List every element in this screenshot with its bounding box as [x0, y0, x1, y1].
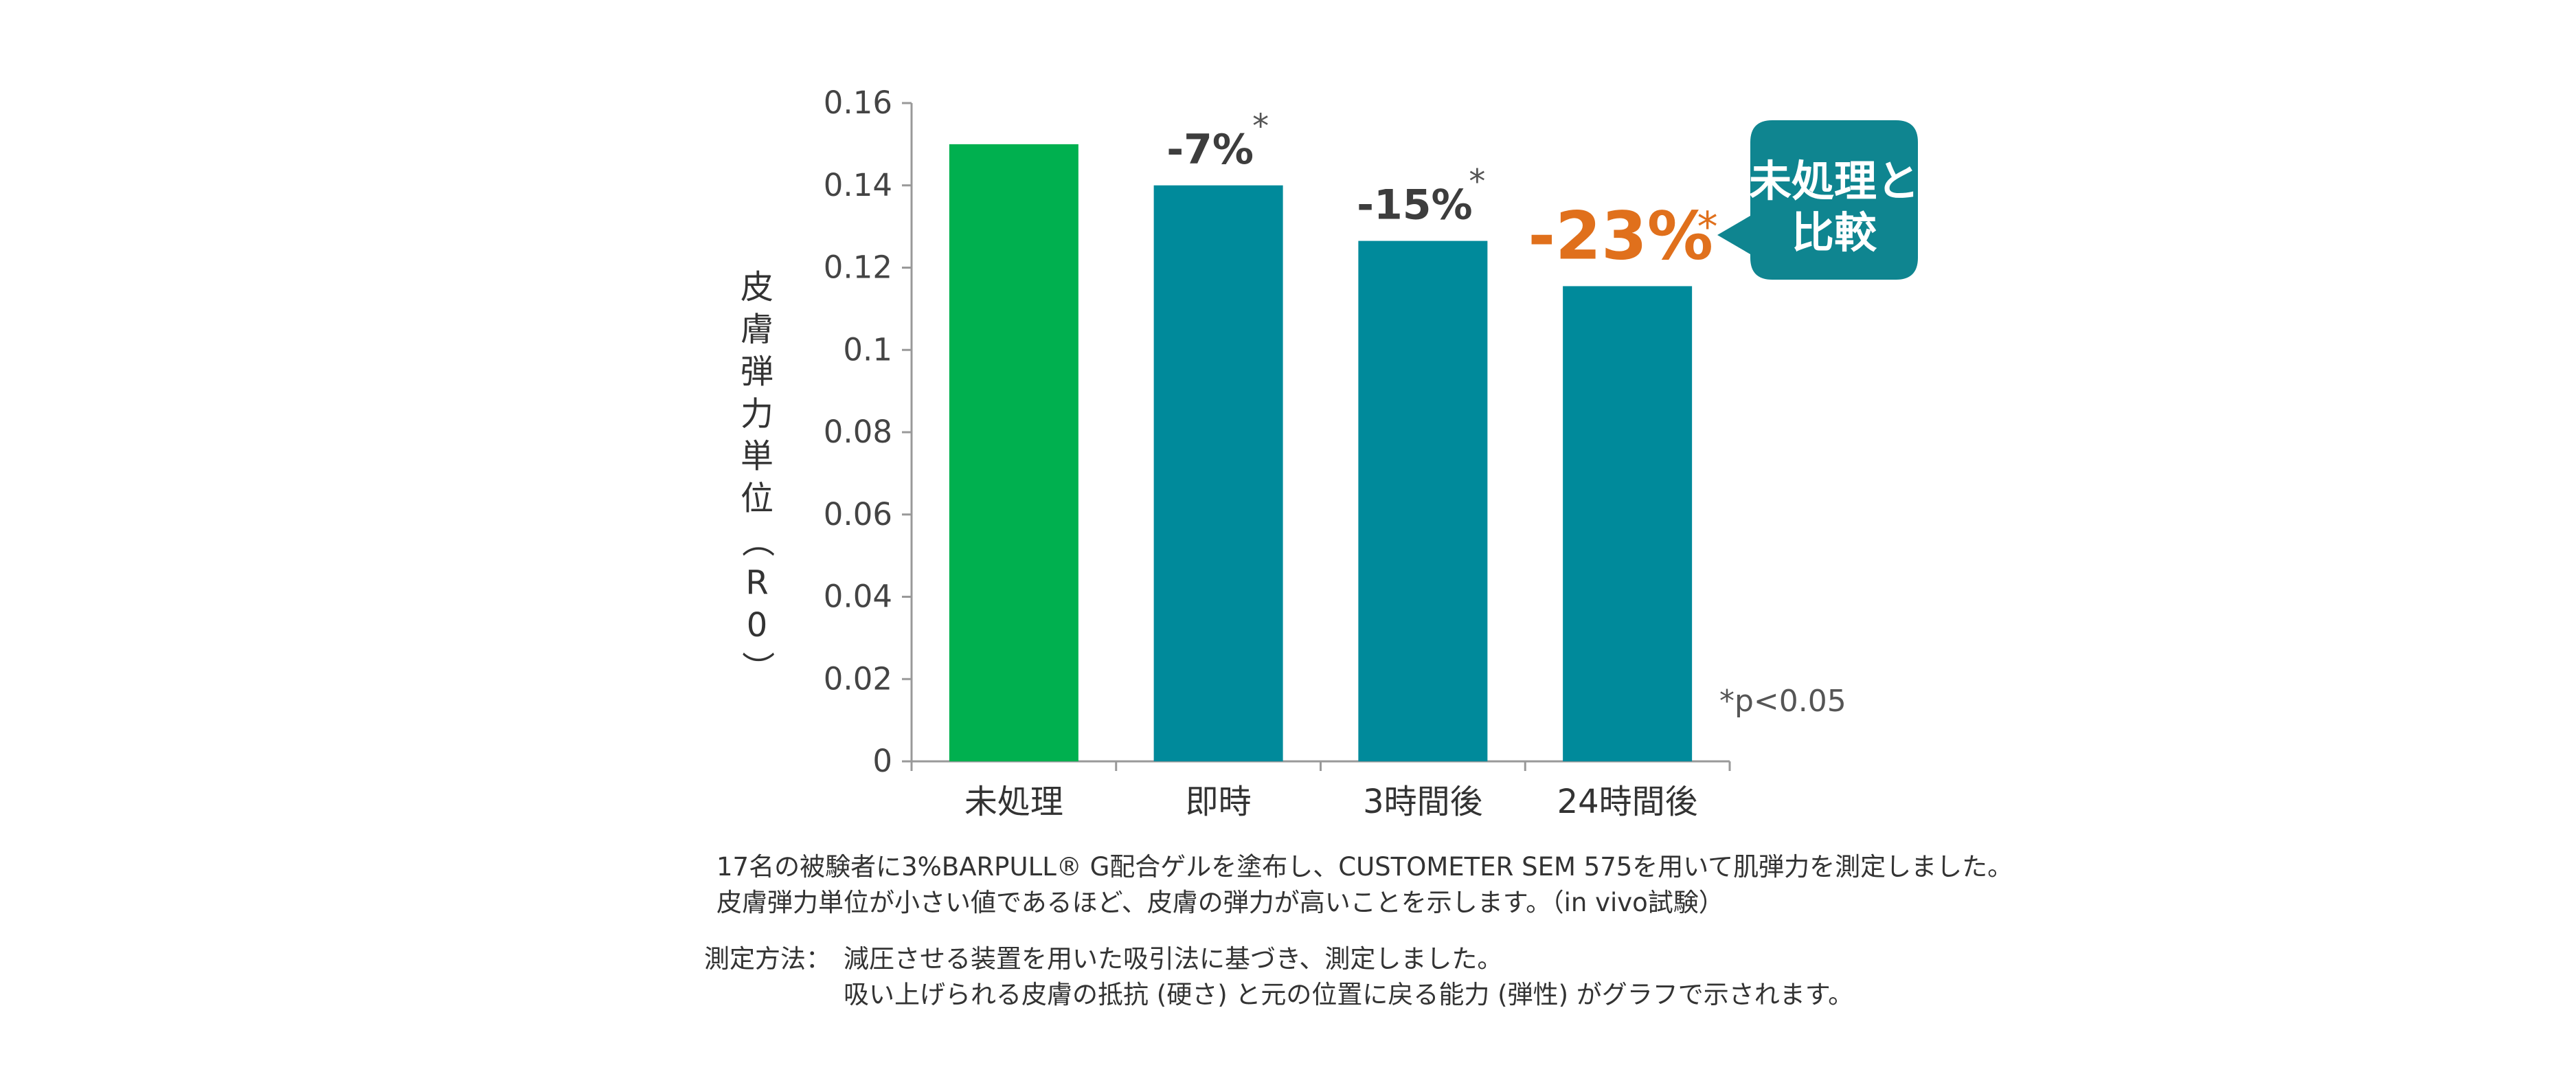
y-axis-label-char: （ — [738, 524, 776, 557]
y-axis-label-char: R — [745, 564, 768, 603]
x-category-label: 24時間後 — [1557, 783, 1698, 821]
callout-bubble — [1717, 120, 1918, 280]
y-tick-label: 0 — [872, 743, 892, 779]
bar — [1153, 185, 1283, 761]
y-tick-label: 0.02 — [824, 660, 892, 697]
y-axis-label-char: 皮 — [741, 268, 773, 306]
y-axis-label-char: 0 — [747, 606, 768, 645]
y-tick-label: 0.06 — [824, 496, 892, 533]
y-axis-label-char: 単 — [741, 437, 773, 476]
y-axis-label-char: 位 — [741, 480, 773, 518]
bar-percent-label: -23% — [1528, 197, 1713, 274]
y-tick-label: 0.1 — [843, 331, 892, 368]
bar-percent-label: -7% — [1166, 126, 1254, 174]
bar-percent-label: -15% — [1357, 181, 1473, 230]
callout-line-2: 比較 — [1792, 208, 1877, 258]
x-category-label: 即時 — [1186, 783, 1252, 821]
y-tick-label: 0.04 — [824, 579, 892, 615]
bar — [949, 144, 1078, 761]
x-category-label: 未処理 — [964, 783, 1063, 821]
y-tick-label: 0.08 — [824, 414, 892, 450]
callout-line-1: 未処理と — [1749, 156, 1919, 206]
significance-note: *p<0.05 — [1719, 684, 1846, 719]
y-axis-label-char: 弾 — [741, 353, 773, 391]
note-line-1: 17名の被験者に3%BARPULL® G配合ゲルを塗布し、CUSTOMETER … — [716, 852, 2013, 882]
bar-labels: -7%*-15%*-23%* — [1166, 107, 1717, 275]
note-line-2: 皮膚弾力単位が小さい値であるほど、皮膚の弾力が高いことを示します。（in viv… — [716, 888, 1724, 917]
bar — [1358, 240, 1488, 761]
bars — [949, 144, 1693, 762]
significance-asterisk: * — [1469, 163, 1485, 201]
x-axis-separators — [910, 761, 1731, 771]
x-axis-categories: 未処理 即時 3時間後 24時間後 — [964, 783, 1698, 821]
significance-asterisk: * — [1252, 107, 1269, 146]
y-tick-label: 0.16 — [824, 85, 892, 121]
y-axis-label-char: 膚 — [741, 311, 773, 349]
y-axis-label-char: 力 — [741, 395, 773, 434]
bar — [1563, 286, 1693, 762]
y-axis-label: 皮膚弾力単位 （ R0 ） — [738, 268, 776, 684]
y-axis-label-char: ） — [738, 651, 776, 684]
comparison-callout: 未処理と 比較 — [1717, 120, 1919, 280]
x-category-label: 3時間後 — [1363, 783, 1483, 821]
y-tick-label: 0.12 — [824, 249, 892, 286]
y-tick-label: 0.14 — [824, 167, 892, 203]
method-label: 測定方法： — [704, 944, 831, 974]
significance-asterisk: * — [1697, 203, 1718, 251]
method-line-2: 吸い上げられる皮膚の抵抗 (硬さ) と元の位置に戻る能力 (弾性) がグラフで示… — [844, 980, 1854, 1009]
method-line-1: 減圧させる装置を用いた吸引法に基づき、測定しました。 — [844, 944, 1503, 974]
y-axis-ticks: 0 0.02 0.04 0.06 0.08 0.1 0.12 0.14 0.16 — [824, 85, 912, 779]
